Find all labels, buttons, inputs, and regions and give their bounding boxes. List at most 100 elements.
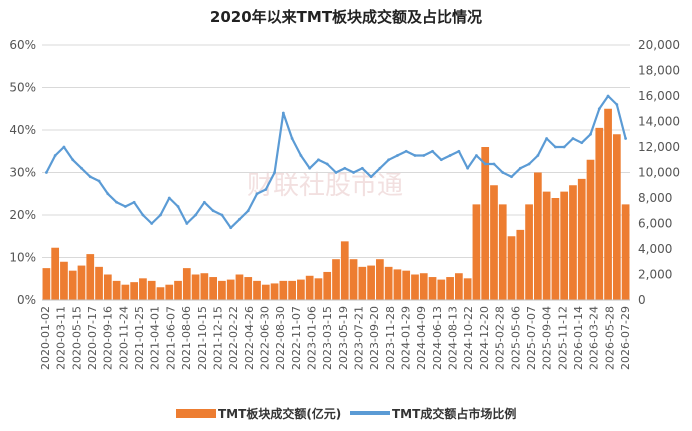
bar (261, 284, 270, 300)
line-point (439, 158, 443, 162)
x-tick-label: 2023-07-21 (353, 306, 366, 370)
bar (516, 229, 525, 300)
bar (612, 134, 621, 300)
bar (209, 277, 217, 300)
bar (200, 273, 209, 300)
y-left-tick-label: 0% (17, 293, 36, 307)
bar (446, 277, 454, 300)
bar (507, 236, 516, 300)
bar (270, 283, 279, 300)
bar (367, 265, 375, 300)
line-point (290, 137, 294, 140)
bar (182, 268, 191, 300)
bar (244, 277, 253, 300)
line-point (211, 209, 215, 213)
x-tick-label: 2022-11-07 (290, 306, 303, 370)
bar (376, 259, 384, 300)
bar (393, 269, 402, 300)
x-tick-label: 2025-09-04 (541, 306, 554, 370)
bar (147, 280, 156, 300)
x-tick-label: 2020-09-16 (102, 306, 115, 370)
line-point (97, 179, 101, 183)
line-point (167, 196, 171, 200)
line-point (62, 145, 66, 149)
y-right-tick-label: 16,000 (638, 89, 680, 103)
bar (174, 280, 182, 300)
line-point (518, 166, 522, 170)
y-right-tick-label: 2,000 (638, 268, 672, 282)
y-right-tick-label: 6,000 (638, 217, 672, 231)
bar (139, 278, 147, 300)
bar (103, 274, 112, 300)
line-point (308, 166, 312, 170)
line-point (422, 154, 426, 157)
line-series (44, 94, 628, 230)
bar (428, 277, 437, 300)
bar (226, 279, 235, 300)
bar (498, 204, 507, 300)
line-point (378, 166, 382, 170)
line-point (71, 158, 75, 162)
bar (297, 279, 305, 300)
x-tick-label: 2021-04-01 (149, 306, 162, 370)
line-point (562, 145, 566, 149)
x-tick-label: 2025-11-12 (556, 306, 569, 370)
line-point (554, 145, 557, 149)
line-point (299, 154, 303, 157)
x-tick-label: 2022-06-30 (258, 306, 271, 370)
line-point (597, 107, 601, 111)
bar (411, 274, 419, 300)
bar (358, 266, 367, 300)
bar (525, 204, 533, 300)
right-axis: 0 2,000 4,000 6,000 8,000 10,000 12,000 14,000 1… (638, 38, 680, 307)
y-right-tick-label: 12,000 (638, 140, 680, 154)
x-tick-label: 2021-08-06 (180, 306, 193, 370)
line-point (343, 166, 347, 170)
line-point (53, 154, 57, 157)
legend-line-swatch (350, 411, 390, 415)
x-tick-label: 2026-03-24 (588, 306, 601, 370)
x-tick-label: 2023-03-15 (321, 306, 334, 370)
y-right-tick-label: 18,000 (638, 64, 680, 78)
x-tick-label: 2021-01-25 (133, 306, 146, 370)
x-tick-label: 2024-10-22 (462, 306, 475, 370)
watermark: 财联社股市通 (247, 171, 403, 201)
line-point (589, 132, 592, 136)
x-tick-label: 2021-12-15 (211, 306, 224, 370)
bar (112, 280, 121, 300)
chart-title: 2020年以来TMT板块成交额及占比情况 (210, 8, 482, 26)
bar (279, 280, 288, 300)
line-point (115, 200, 118, 204)
line-point (369, 175, 373, 179)
line-point (448, 154, 452, 157)
bar (165, 284, 174, 300)
x-tick-label: 2025-02-28 (494, 306, 507, 370)
bar (349, 259, 358, 300)
y-right-tick-label: 4,000 (638, 242, 672, 256)
x-tick-label: 2024-08-13 (447, 306, 460, 370)
line-point (44, 171, 48, 174)
bar (472, 204, 481, 300)
bar (419, 273, 428, 300)
line-point (431, 149, 434, 153)
line-point (527, 162, 531, 166)
x-tick-label: 2024-04-09 (415, 306, 428, 370)
x-tick-label: 2025-07-07 (525, 306, 538, 370)
bar (332, 259, 340, 300)
legend-bar-label: TMT板块成交额(亿元) (218, 406, 341, 421)
line-point (483, 162, 487, 166)
x-tick-label: 2026-01-14 (572, 306, 585, 370)
bar (305, 275, 314, 300)
line-point (159, 213, 162, 217)
x-tick-label: 2022-04-26 (243, 306, 256, 370)
x-tick-label: 2023-11-28 (384, 306, 397, 370)
line-point (387, 158, 391, 162)
line-point (106, 192, 110, 196)
x-axis: 2020-01-02 2020-03-11 2020-05-15 2020-07-17… (39, 299, 632, 370)
line-point (510, 175, 513, 179)
line-point (220, 213, 224, 217)
line-point (360, 166, 364, 170)
line-point (571, 137, 575, 140)
x-tick-label: 2023-01-06 (305, 306, 318, 370)
bar (481, 147, 490, 300)
